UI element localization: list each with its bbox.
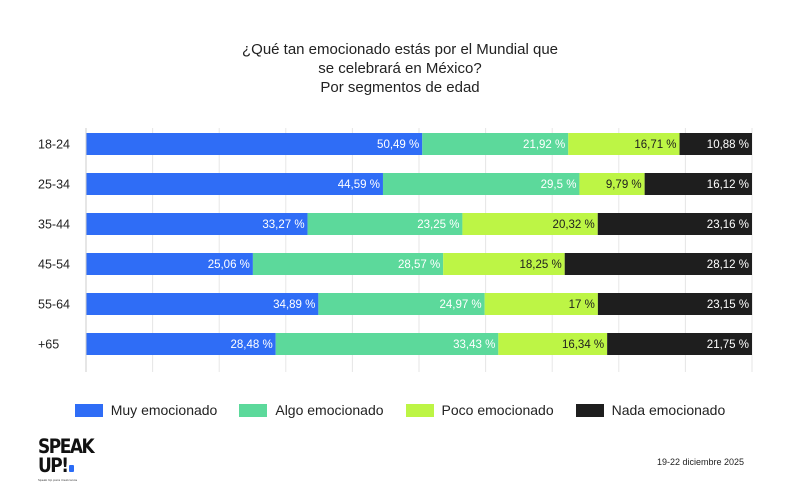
bar-value-label: 23,25 %: [417, 219, 459, 231]
bar-segment: [86, 173, 383, 195]
bar-value-label: 34,89 %: [273, 299, 315, 311]
bar-segment: [607, 333, 752, 355]
category-label: 35-44: [38, 218, 70, 232]
bar-segment: [86, 293, 319, 315]
legend-swatch: [575, 403, 604, 417]
legend-item-muy: Muy emocionado: [74, 402, 218, 418]
bar-value-label: 50,49 %: [377, 139, 419, 151]
legend-label: Poco emocionado: [441, 402, 554, 418]
bar-value-label: 21,75 %: [707, 339, 749, 351]
legend-swatch: [239, 403, 268, 417]
bar-value-label: 21,92 %: [523, 139, 565, 151]
bar-value-label: 9,79 %: [606, 179, 642, 191]
bar-segment: [86, 213, 308, 235]
chart-title-line: Por segmentos de edad: [320, 79, 480, 96]
stacked-bar-chart: 18-24 50,49 % 21,92 % 16,71 % 10,88 % 25-34 44…: [38, 128, 753, 372]
bar-value-label: 29,5 %: [541, 179, 577, 191]
logo-text-line2: UP!: [38, 454, 69, 478]
category-label: 25-34: [38, 178, 70, 192]
logo-tagline: Speak Up para mexicanos: [38, 478, 78, 482]
legend-item-nada: Nada emocionado: [575, 402, 726, 418]
legend-label: Algo emocionado: [275, 402, 384, 418]
bar-segment: [86, 333, 276, 355]
legend-label: Nada emocionado: [611, 402, 726, 418]
bar-segment: [307, 213, 463, 235]
bar-segment: [679, 133, 752, 155]
bar-segment: [484, 293, 598, 315]
bar-segment: [579, 173, 645, 195]
bar-value-label: 28,48 %: [230, 339, 272, 351]
legend-item-poco: Poco emocionado: [405, 402, 554, 418]
bar-segment: [318, 293, 485, 315]
bar-value-label: 23,16 %: [707, 219, 749, 231]
bar-value-label: 24,97 %: [439, 299, 481, 311]
bar-segment: [568, 133, 680, 155]
category-label: 18-24: [38, 138, 70, 152]
bar-segment: [443, 253, 565, 275]
bar-segment: [597, 213, 752, 235]
bar-value-label: 16,71 %: [634, 139, 676, 151]
bar-segment: [462, 213, 598, 235]
bar-segment: [498, 333, 608, 355]
bar-segment: [382, 173, 580, 195]
bar-value-label: 10,88 %: [707, 139, 749, 151]
bar-value-label: 33,43 %: [453, 339, 495, 351]
bar-segment: [597, 293, 753, 315]
bar-segment: [252, 253, 444, 275]
bar-segment: [564, 253, 752, 275]
legend-item-algo: Algo emocionado: [239, 402, 384, 418]
bar-segment: [644, 173, 752, 195]
chart-title-line: se celebrará en México?: [318, 60, 482, 77]
bar-value-label: 44,59 %: [338, 179, 380, 191]
category-label: +65: [38, 338, 59, 352]
legend-swatch: [405, 403, 434, 417]
chart-legend: Muy emocionado Algo emocionado Poco emoc…: [0, 402, 800, 418]
bar-value-label: 18,25 %: [520, 259, 562, 271]
bar-segment: [86, 133, 423, 155]
bar-segment: [422, 133, 569, 155]
bar-value-label: 16,12 %: [707, 179, 749, 191]
bar-value-label: 28,12 %: [707, 259, 749, 271]
bar-value-label: 23,15 %: [707, 299, 749, 311]
bar-value-label: 20,32 %: [553, 219, 595, 231]
chart-title-line: ¿Qué tan emocionado estás por el Mundial…: [241, 41, 559, 58]
bar-value-label: 28,57 %: [398, 259, 440, 271]
category-label: 45-54: [38, 258, 70, 272]
legend-label: Muy emocionado: [110, 402, 218, 418]
bar-value-label: 33,27 %: [262, 219, 304, 231]
category-label: 55-64: [38, 298, 70, 312]
bar-value-label: 17 %: [569, 299, 595, 311]
legend-swatch: [74, 403, 103, 417]
bar-segment: [86, 253, 253, 275]
logo-mark-icon: [68, 465, 74, 472]
speak-up-logo: SPEAK UP! Speak Up para mexicanos: [38, 435, 98, 484]
logo-text-line1: SPEAK: [38, 435, 95, 459]
bar-segment: [275, 333, 499, 355]
survey-date: 19-22 diciembre 2025: [656, 457, 744, 467]
bar-value-label: 25,06 %: [208, 259, 250, 271]
chart-title: ¿Qué tan emocionado estás por el Mundial…: [0, 40, 800, 97]
bar-value-label: 16,34 %: [562, 339, 604, 351]
